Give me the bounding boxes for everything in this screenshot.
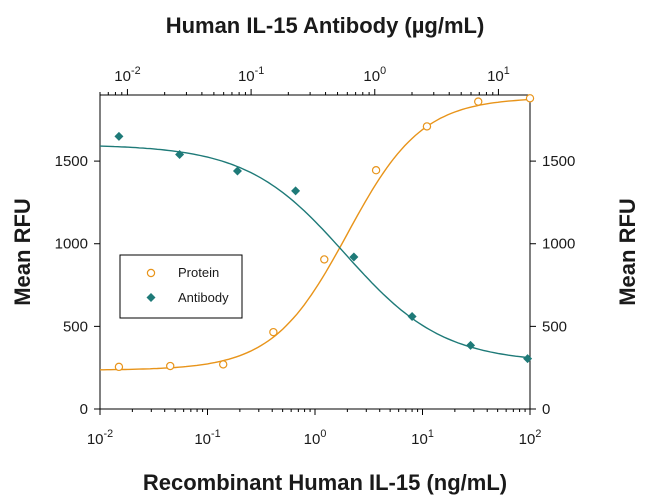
- y-axis-label-right: Mean RFU: [615, 198, 640, 306]
- data-point-protein: [422, 122, 432, 131]
- y-tick-label-right: 500: [542, 318, 567, 335]
- legend-label-antibody: Antibody: [178, 290, 229, 305]
- data-point-protein: [269, 327, 278, 337]
- y-tick-label-right: 1500: [542, 153, 575, 170]
- y-axis-ticks: 0 0 500 500 1000 1000 1500 1500: [55, 153, 576, 418]
- legend-marker-protein: [146, 268, 156, 278]
- fit-curve-protein: [100, 98, 531, 371]
- top-axis-tick-label: 10-1: [238, 65, 264, 85]
- top-axis-tick-label: 101: [487, 65, 510, 85]
- y-axis-label-left: Mean RFU: [10, 198, 35, 306]
- y-tick-label-left: 500: [63, 318, 88, 335]
- x-axis-label: Recombinant Human IL-15 (ng/mL): [143, 470, 507, 495]
- y-tick-label-right: 1000: [542, 236, 575, 253]
- y-tick-label-left: 1500: [55, 153, 88, 170]
- legend-label-protein: Protein: [178, 265, 219, 280]
- plot-area: [99, 94, 535, 372]
- bottom-axis-tick-label: 10-2: [87, 428, 113, 448]
- bottom-axis-tick-label: 102: [519, 428, 542, 448]
- data-point-antibody: [523, 354, 533, 364]
- data-point-protein: [474, 97, 483, 106]
- data-point-antibody: [466, 340, 476, 350]
- bottom-axis-tick-label: 10-1: [194, 428, 220, 448]
- top-axis-ticks: 10-2 10-1 100 101: [99, 65, 510, 95]
- data-point-antibody: [349, 252, 359, 262]
- top-axis-tick-label: 100: [363, 65, 386, 85]
- data-point-antibody: [407, 311, 417, 321]
- legend-marker-antibody: [146, 293, 156, 302]
- data-point-antibody: [232, 166, 242, 176]
- bottom-axis-tick-label: 101: [411, 428, 434, 448]
- fit-curve-antibody: [99, 145, 531, 359]
- data-point-protein: [114, 362, 124, 372]
- plot-frame: [99, 94, 531, 410]
- data-point-protein: [320, 255, 329, 264]
- bottom-axis-tick-label: 100: [304, 428, 327, 448]
- data-point-protein: [525, 94, 535, 103]
- y-tick-label-right: 0: [542, 401, 550, 418]
- legend-box: [119, 254, 243, 319]
- y-tick-label-left: 1000: [55, 236, 88, 253]
- data-point-protein: [219, 360, 228, 369]
- top-axis-tick-label: 10-2: [114, 65, 140, 85]
- legend: Protein Antibody: [119, 254, 243, 319]
- data-point-antibody: [175, 149, 185, 159]
- y-tick-label-left: 0: [80, 401, 88, 418]
- data-point-protein: [371, 165, 381, 175]
- data-point-protein: [166, 361, 175, 371]
- data-point-antibody: [291, 186, 301, 196]
- top-axis-title: Human IL-15 Antibody (µg/mL): [166, 13, 485, 38]
- data-point-antibody: [114, 131, 124, 141]
- bottom-axis-ticks: 10-2 10-1 100 101 102: [87, 409, 542, 448]
